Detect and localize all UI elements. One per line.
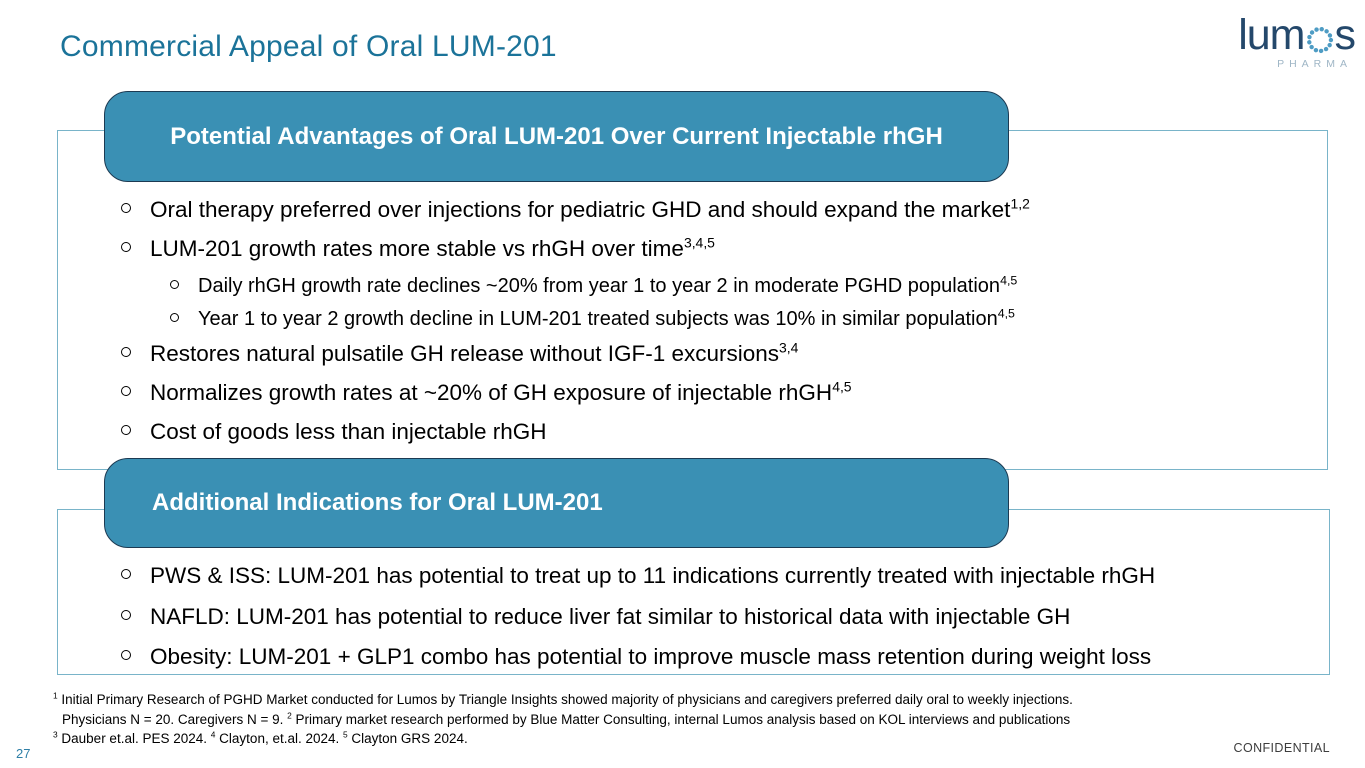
bullet-icon	[170, 280, 179, 289]
bullet-text: Year 1 to year 2 growth decline in LUM-2…	[198, 306, 1015, 330]
footnote-ref: 3,4	[779, 339, 799, 356]
list-item: PWS & ISS: LUM-201 has potential to trea…	[121, 562, 1321, 589]
bullet-text: LUM-201 growth rates more stable vs rhGH…	[150, 234, 715, 261]
page-number: 27	[16, 746, 31, 761]
footnote-ref: 4,5	[1000, 273, 1018, 288]
advantages-header-banner: Potential Advantages of Oral LUM-201 Ove…	[104, 91, 1009, 182]
list-item: Year 1 to year 2 growth decline in LUM-2…	[170, 307, 1311, 331]
list-item: Oral therapy preferred over injections f…	[121, 196, 1311, 223]
list-item: Daily rhGH growth rate declines ~20% fro…	[170, 274, 1311, 298]
indications-header-label: Additional Indications for Oral LUM-201	[152, 489, 603, 516]
footnote-line: 3 Dauber et.al. PES 2024. 4 Clayton, et.…	[53, 729, 468, 746]
dotted-o-icon	[1306, 26, 1333, 54]
bullet-icon	[121, 242, 131, 252]
bullet-text: Obesity: LUM-201 + GLP1 combo has potent…	[150, 644, 1152, 669]
bullet-text: PWS & ISS: LUM-201 has potential to trea…	[150, 563, 1156, 588]
bullet-icon	[121, 569, 131, 579]
footnote-line: 1 Initial Primary Research of PGHD Marke…	[53, 690, 1073, 707]
list-item: Cost of goods less than injectable rhGH	[121, 418, 1311, 445]
footnote-ref: 4,5	[997, 306, 1015, 321]
footnote-line: Physicians N = 20. Caregivers N = 9. 2 P…	[62, 710, 1071, 727]
bullet-icon	[121, 650, 131, 660]
bullet-icon	[121, 203, 131, 213]
advantages-header-label: Potential Advantages of Oral LUM-201 Ove…	[170, 122, 943, 150]
footnote-ref: 3,4,5	[683, 234, 715, 251]
footnotes: 1 Initial Primary Research of PGHD Marke…	[53, 690, 1293, 749]
list-item: LUM-201 growth rates more stable vs rhGH…	[121, 235, 1311, 262]
bullet-text: Normalizes growth rates at ~20% of GH ex…	[150, 378, 852, 405]
bullet-icon	[121, 425, 131, 435]
indications-header-banner: Additional Indications for Oral LUM-201	[104, 458, 1009, 548]
logo-text-s: s	[1334, 11, 1356, 59]
list-item: Obesity: LUM-201 + GLP1 combo has potent…	[121, 643, 1321, 670]
bullet-text: Restores natural pulsatile GH release wi…	[150, 339, 799, 366]
list-item: NAFLD: LUM-201 has potential to reduce l…	[121, 603, 1321, 630]
page-title: Commercial Appeal of Oral LUM-201	[60, 30, 557, 63]
list-item: Restores natural pulsatile GH release wi…	[121, 340, 1311, 367]
bullet-icon	[121, 386, 131, 396]
bullet-text: NAFLD: LUM-201 has potential to reduce l…	[150, 603, 1071, 629]
bullet-text: Daily rhGH growth rate declines ~20% fro…	[198, 273, 1018, 297]
logo-subtext: PHARMA	[1277, 58, 1352, 70]
confidential-label: CONFIDENTIAL	[1233, 741, 1330, 755]
indications-bullet-list: PWS & ISS: LUM-201 has potential to trea…	[121, 562, 1321, 684]
bullet-icon	[121, 347, 131, 357]
bullet-text: Cost of goods less than injectable rhGH	[150, 419, 547, 444]
bullet-text: Oral therapy preferred over injections f…	[150, 195, 1030, 222]
bullet-icon	[121, 609, 131, 620]
bullet-icon	[170, 313, 179, 322]
lumos-pharma-logo: lum s PHARMA	[1225, 11, 1356, 71]
footnote-ref: 1,2	[1010, 195, 1030, 212]
logo-wordmark: lum s	[1225, 11, 1356, 59]
footnote-ref: 4,5	[832, 378, 852, 395]
logo-text-lum: lum	[1238, 11, 1305, 59]
list-item: Normalizes growth rates at ~20% of GH ex…	[121, 379, 1311, 406]
advantages-bullet-list: Oral therapy preferred over injections f…	[121, 196, 1311, 457]
